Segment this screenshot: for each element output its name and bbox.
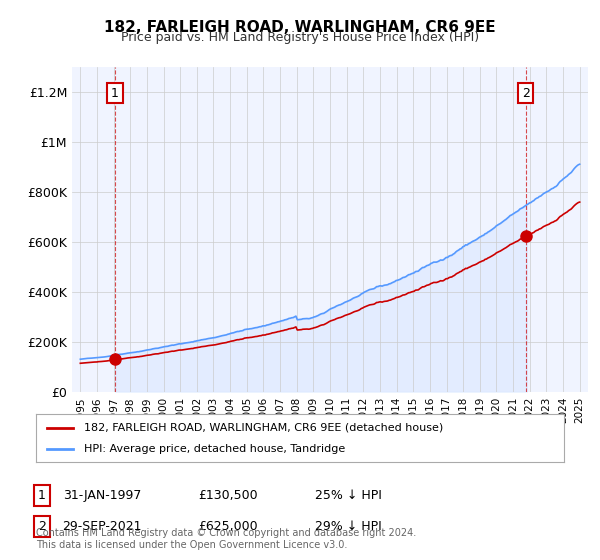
- Text: 2: 2: [521, 87, 530, 100]
- Text: £625,000: £625,000: [198, 520, 258, 533]
- Text: 2: 2: [38, 520, 46, 533]
- Text: 1: 1: [111, 87, 119, 100]
- Text: 182, FARLEIGH ROAD, WARLINGHAM, CR6 9EE: 182, FARLEIGH ROAD, WARLINGHAM, CR6 9EE: [104, 20, 496, 35]
- Text: Contains HM Land Registry data © Crown copyright and database right 2024.
This d: Contains HM Land Registry data © Crown c…: [36, 528, 416, 550]
- Text: 182, FARLEIGH ROAD, WARLINGHAM, CR6 9EE (detached house): 182, FARLEIGH ROAD, WARLINGHAM, CR6 9EE …: [83, 423, 443, 433]
- Text: £130,500: £130,500: [198, 489, 258, 502]
- Text: HPI: Average price, detached house, Tandridge: HPI: Average price, detached house, Tand…: [83, 444, 345, 454]
- Text: 1: 1: [38, 489, 46, 502]
- Text: 29-SEP-2021: 29-SEP-2021: [62, 520, 142, 533]
- Text: 25% ↓ HPI: 25% ↓ HPI: [314, 489, 382, 502]
- Text: Price paid vs. HM Land Registry's House Price Index (HPI): Price paid vs. HM Land Registry's House …: [121, 31, 479, 44]
- Text: 29% ↓ HPI: 29% ↓ HPI: [314, 520, 382, 533]
- Text: 31-JAN-1997: 31-JAN-1997: [63, 489, 141, 502]
